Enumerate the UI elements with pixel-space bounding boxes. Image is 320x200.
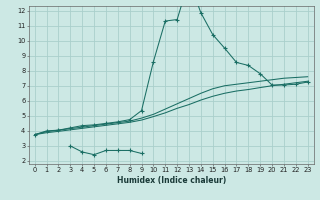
- X-axis label: Humidex (Indice chaleur): Humidex (Indice chaleur): [116, 176, 226, 185]
